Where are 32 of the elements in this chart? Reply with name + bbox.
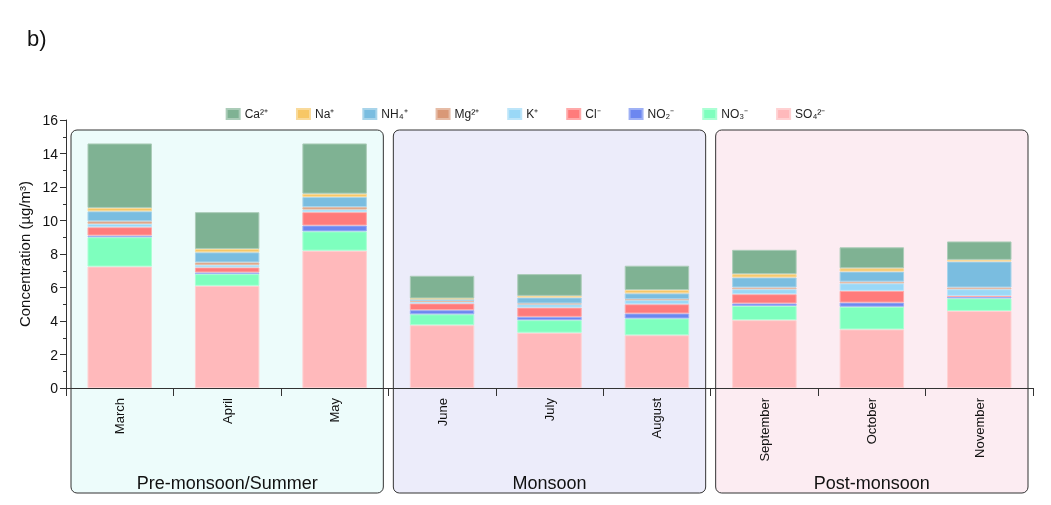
band-label: Monsoon [512, 473, 587, 493]
x-tick-label: June [434, 398, 450, 427]
band-label: Post-monsoon [813, 473, 930, 493]
y-axis-title: Concentration (µg/m³) [15, 180, 33, 328]
x-tick-label: April [219, 397, 235, 425]
y-tick-label: 8 [50, 246, 59, 262]
y-tick-label: 10 [42, 212, 59, 229]
x-tick-label: July [542, 397, 557, 422]
x-tick-label: May [327, 397, 343, 423]
x-tick-label: October [864, 397, 880, 445]
y-tick-label: 16 [42, 112, 59, 128]
band-label: Pre-monsoon/Summer [136, 473, 318, 493]
legend-label: Ca²⁺ [244, 107, 268, 121]
y-tick-label: 12 [42, 179, 59, 195]
legend-label: NO₃⁻ [721, 107, 749, 121]
y-tick-label: 6 [50, 279, 59, 296]
legend-label: NH₄⁺ [381, 107, 408, 121]
legend-label: Cl⁻ [585, 107, 601, 121]
y-tick-label: 4 [50, 313, 59, 329]
x-tick-label: August [649, 397, 665, 439]
y-tick-label: 2 [50, 346, 59, 363]
legend-label: Mg²⁺ [454, 107, 480, 121]
legend-label: Na⁺ [314, 107, 335, 121]
legend-label: NO₂⁻ [647, 107, 675, 121]
x-tick-label: September [756, 397, 772, 462]
x-tick-label: March [112, 398, 128, 435]
y-tick-label: 0 [50, 380, 59, 396]
legend-label: K⁺ [526, 107, 539, 121]
x-tick-label: November [971, 397, 987, 458]
chart-title: b) [27, 25, 47, 51]
legend-label: SO₄²⁻ [795, 107, 826, 121]
y-tick-label: 14 [42, 145, 59, 162]
